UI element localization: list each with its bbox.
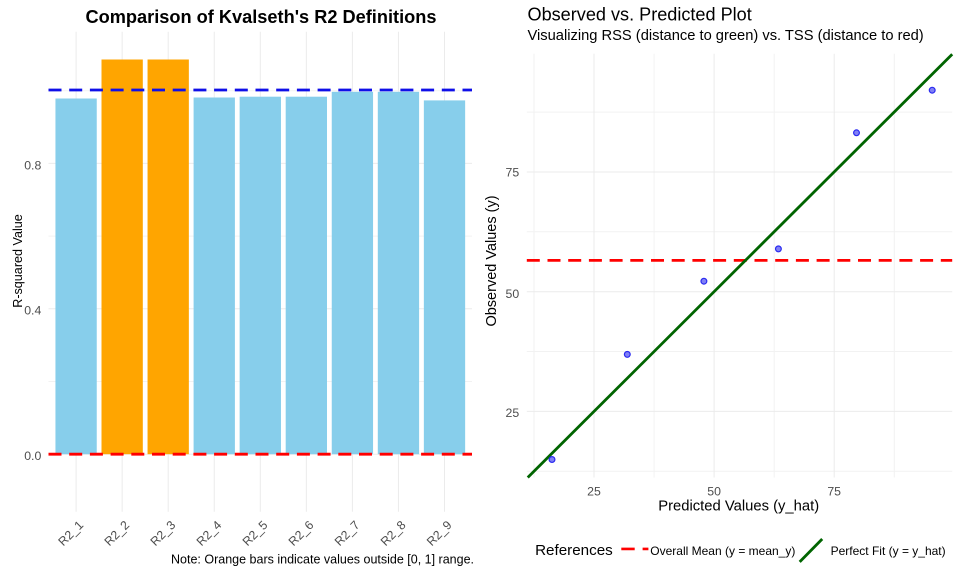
svg-text:Visualizing RSS (distance to g: Visualizing RSS (distance to green) vs. …	[528, 28, 924, 44]
svg-text:0.8: 0.8	[24, 158, 41, 172]
svg-text:75: 75	[827, 485, 841, 499]
svg-text:R-squared Value: R-squared Value	[11, 214, 25, 308]
svg-text:Perfect Fit (y = y_hat): Perfect Fit (y = y_hat)	[831, 544, 946, 558]
svg-text:Note: Orange bars indicate val: Note: Orange bars indicate values outsid…	[171, 552, 474, 566]
svg-text:References: References	[535, 542, 613, 559]
svg-text:75: 75	[506, 165, 520, 179]
svg-text:0.4: 0.4	[24, 304, 41, 318]
svg-text:Comparison of Kvalseth's R2 De: Comparison of Kvalseth's R2 Definitions	[86, 7, 437, 27]
svg-text:Predicted Values (y_hat): Predicted Values (y_hat)	[658, 498, 819, 514]
svg-text:Observed Values (y): Observed Values (y)	[484, 195, 500, 326]
svg-text:25: 25	[506, 406, 520, 420]
svg-text:Overall Mean (y = mean_y): Overall Mean (y = mean_y)	[650, 544, 795, 558]
svg-text:50: 50	[707, 485, 721, 499]
svg-text:0.0: 0.0	[24, 449, 41, 463]
svg-text:25: 25	[587, 485, 601, 499]
svg-text:50: 50	[506, 287, 520, 301]
svg-text:Observed vs. Predicted Plot: Observed vs. Predicted Plot	[528, 5, 752, 25]
